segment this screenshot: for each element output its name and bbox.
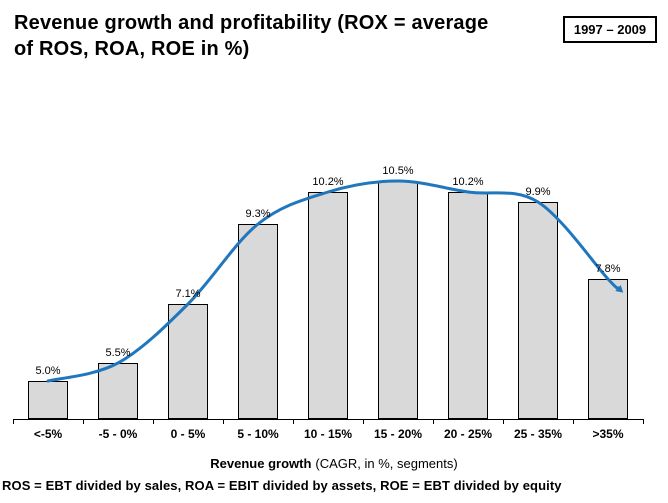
axis-tick <box>153 419 154 424</box>
axis-tick <box>643 419 644 424</box>
x-axis-label: 20 - 25% <box>443 427 493 441</box>
x-axis-label: >35% <box>592 427 624 441</box>
bars-plot <box>13 100 643 419</box>
x-axis-title-rest: (CAGR, in %, segments) <box>315 456 458 471</box>
x-axis-label: 5 - 10% <box>237 427 279 441</box>
bar <box>518 202 558 419</box>
x-axis-label: -5 - 0% <box>98 427 138 441</box>
x-axis-label: 0 - 5% <box>170 427 206 441</box>
x-axis-title-bold: Revenue growth <box>210 456 312 471</box>
x-axis-label: 15 - 20% <box>373 427 423 441</box>
axis-tick <box>83 419 84 424</box>
bar-value-label: 10.2% <box>452 176 484 188</box>
bar-value-label: 7.1% <box>175 288 201 300</box>
page-title-line2: of ROS, ROA, ROE in %) <box>14 38 250 60</box>
bar <box>98 363 138 419</box>
bar <box>28 381 68 419</box>
period-badge: 1997 – 2009 <box>563 16 657 43</box>
bar-value-label: 7.8% <box>595 263 621 275</box>
axis-tick <box>573 419 574 424</box>
x-axis-label: <-5% <box>33 427 63 441</box>
bar <box>168 304 208 419</box>
bar-value-label: 10.2% <box>312 176 344 188</box>
axis-tick <box>503 419 504 424</box>
bar <box>588 279 628 419</box>
bar-value-label: 9.9% <box>525 186 551 198</box>
x-axis-label: 10 - 15% <box>303 427 353 441</box>
axis-tick <box>293 419 294 424</box>
axis-tick <box>13 419 14 424</box>
bar <box>308 192 348 419</box>
axis-tick <box>223 419 224 424</box>
axis-tick <box>433 419 434 424</box>
bar-value-label: 10.5% <box>382 165 414 177</box>
bar-value-label: 5.5% <box>105 347 131 359</box>
bar <box>238 224 278 419</box>
page-title-line1: Revenue growth and profitability (ROX = … <box>14 12 489 34</box>
x-axis <box>13 419 644 420</box>
page-title: Revenue growth and profitability (ROX = … <box>14 10 594 62</box>
bar-value-label: 9.3% <box>245 208 271 220</box>
bar-value-label: 5.0% <box>35 365 61 377</box>
x-axis-title: Revenue growth (CAGR, in %, segments) <box>0 456 668 471</box>
footnote: ROS = EBT divided by sales, ROA = EBIT d… <box>2 478 562 493</box>
bar <box>378 181 418 419</box>
x-axis-label: 25 - 35% <box>513 427 563 441</box>
bar <box>448 192 488 419</box>
axis-tick <box>363 419 364 424</box>
